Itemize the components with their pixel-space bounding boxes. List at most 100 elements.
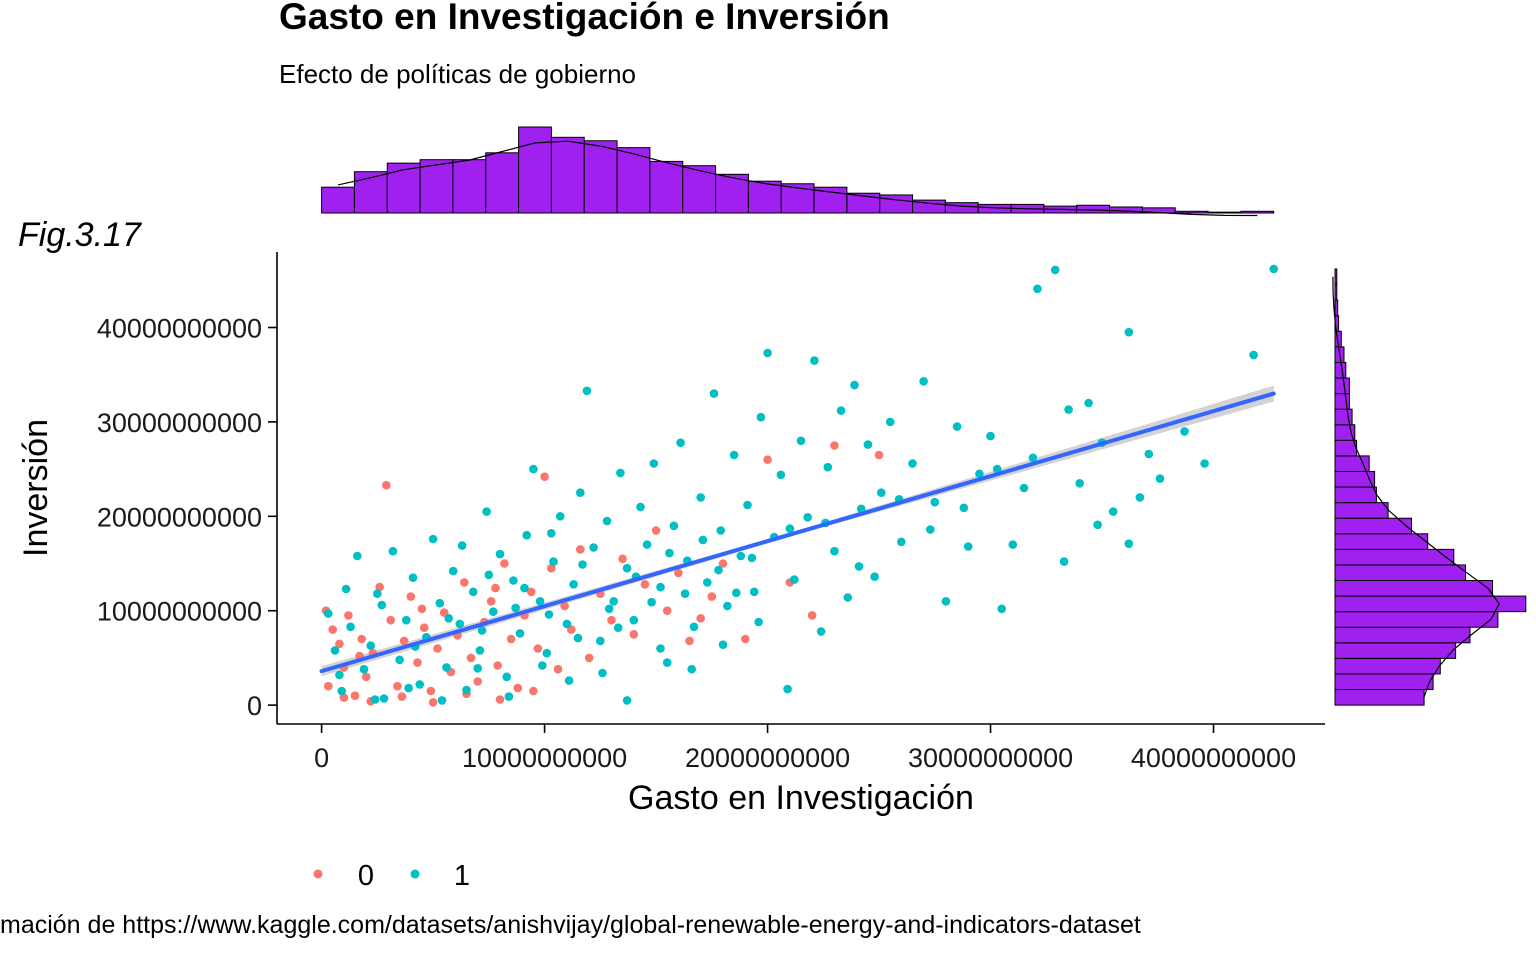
data-point-1 (749, 587, 759, 597)
data-point-1 (535, 597, 545, 606)
data-point-1 (509, 576, 518, 585)
data-point-1 (1008, 540, 1018, 549)
data-point-1 (642, 540, 652, 549)
data-point-0 (473, 677, 483, 686)
data-point-1 (975, 469, 984, 479)
data-point-0 (651, 526, 661, 535)
x-tick-label: 0 (314, 743, 329, 773)
data-point-1 (736, 551, 746, 561)
data-point-1 (404, 683, 413, 693)
histogram-bar (1334, 268, 1338, 286)
data-point-1 (402, 615, 411, 625)
data-point-1 (1124, 327, 1134, 337)
data-point-1 (589, 543, 598, 552)
y-tick-label: 10000000000 (97, 597, 262, 627)
data-point-1 (370, 695, 380, 704)
data-point-0 (607, 615, 616, 625)
data-point-1 (337, 686, 347, 696)
data-point-1 (930, 497, 940, 507)
data-point-1 (1249, 350, 1258, 360)
data-point-1 (455, 619, 465, 629)
data-point-1 (992, 464, 1002, 474)
data-point-1 (1064, 405, 1073, 414)
data-point-1 (1050, 265, 1060, 275)
histogram-bar (419, 159, 454, 214)
histogram-bar (1334, 455, 1370, 472)
data-point-1 (1180, 427, 1189, 436)
data-point-1 (714, 565, 723, 575)
y-tick-label: 30000000000 (97, 408, 262, 438)
x-tick-label: 30000000000 (908, 743, 1073, 773)
x-tick-label: 40000000000 (1131, 743, 1296, 773)
data-point-1 (919, 377, 928, 386)
data-point-1 (442, 663, 451, 672)
series-1 (324, 264, 1278, 705)
data-point-1 (564, 676, 574, 685)
histogram-bar (1334, 580, 1493, 597)
data-point-0 (335, 639, 344, 649)
plot-panel (276, 252, 1325, 725)
data-point-0 (533, 644, 543, 653)
data-point-1 (602, 516, 612, 526)
data-point-1 (613, 623, 623, 632)
data-point-0 (696, 614, 705, 623)
x-ticks: 0 10000000000 20000000000 30000000000 400000… (314, 724, 1296, 773)
data-point-0 (361, 672, 371, 682)
data-point-1 (520, 583, 529, 593)
data-point-1 (504, 692, 514, 701)
density-curve (1332, 276, 1500, 698)
data-point-1 (437, 696, 447, 705)
histogram-bar (1334, 673, 1434, 691)
data-point-1 (790, 575, 799, 584)
histogram-bar (1334, 611, 1499, 628)
data-point-1 (836, 406, 846, 415)
data-point-1 (388, 546, 398, 556)
histogram-bar (1334, 626, 1471, 644)
data-point-1 (796, 436, 806, 446)
data-point-0 (328, 625, 338, 634)
data-point-0 (386, 615, 396, 625)
data-point-0 (393, 681, 402, 691)
data-point-0 (350, 691, 360, 700)
data-point-0 (741, 634, 750, 644)
data-point-1 (379, 694, 389, 703)
data-point-0 (584, 653, 594, 663)
data-point-1 (1269, 264, 1278, 274)
histogram-bar (485, 152, 520, 214)
source-caption: mación de https://www.kaggle.com/dataset… (0, 911, 1141, 939)
data-point-1 (415, 680, 425, 689)
data-point-1 (547, 529, 556, 538)
histogram-bar (1334, 657, 1441, 675)
data-point-1 (723, 601, 732, 611)
data-point-1 (489, 607, 498, 616)
data-point-1 (680, 589, 690, 598)
chart-title: Gasto en Investigación e Inversión (279, 0, 890, 37)
data-point-1 (609, 597, 618, 606)
data-point-0 (419, 623, 429, 632)
data-point-1 (1028, 453, 1038, 463)
data-point-1 (324, 609, 333, 618)
data-point-0 (399, 636, 409, 646)
histogram-bar (1207, 211, 1242, 214)
data-point-1 (573, 633, 583, 643)
data-point-0 (830, 441, 839, 450)
data-point-1 (986, 431, 995, 441)
data-point-1 (1019, 483, 1029, 493)
data-point-1 (1144, 449, 1154, 459)
histogram-bar (616, 147, 651, 214)
data-point-1 (515, 629, 525, 638)
data-point-1 (495, 549, 505, 559)
series-0 (321, 441, 884, 707)
data-point-0 (763, 455, 772, 465)
histogram-bar (1334, 595, 1527, 613)
data-point-1 (698, 535, 708, 545)
data-point-1 (963, 542, 973, 551)
data-point-1 (763, 348, 772, 358)
data-point-1 (729, 450, 739, 460)
data-point-1 (542, 648, 552, 658)
data-point-1 (435, 598, 445, 608)
data-point-0 (553, 664, 563, 674)
data-point-1 (1075, 479, 1084, 488)
y-ticks: 0 10000000000 20000000000 30000000000 400000… (97, 314, 277, 721)
data-point-1 (562, 619, 572, 629)
